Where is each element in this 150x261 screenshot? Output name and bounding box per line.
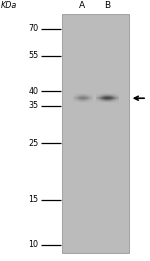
Text: 55: 55 bbox=[28, 51, 38, 60]
Text: 10: 10 bbox=[28, 240, 38, 249]
Text: 70: 70 bbox=[28, 25, 38, 33]
Text: KDa: KDa bbox=[1, 2, 17, 10]
Text: 40: 40 bbox=[28, 87, 38, 96]
Text: B: B bbox=[105, 2, 111, 10]
Text: 25: 25 bbox=[28, 139, 38, 148]
Text: A: A bbox=[79, 2, 85, 10]
Text: 35: 35 bbox=[28, 101, 38, 110]
Text: 15: 15 bbox=[28, 195, 38, 204]
Bar bbox=[62, 14, 129, 253]
